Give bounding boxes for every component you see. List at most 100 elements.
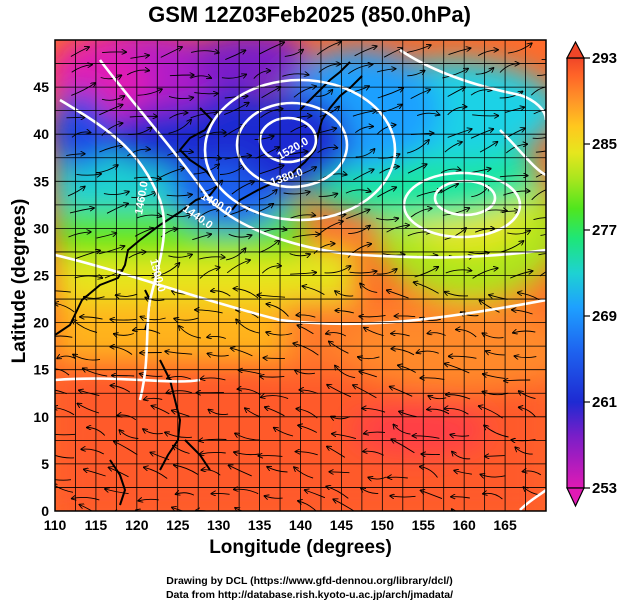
wind-streamline xyxy=(81,449,105,455)
wind-streamline xyxy=(160,229,177,238)
wind-streamline xyxy=(364,328,384,337)
wind-streamline xyxy=(201,378,226,380)
wind-streamline xyxy=(302,286,325,295)
wind-streamline xyxy=(84,469,106,477)
wind-streamline xyxy=(296,452,318,456)
wind-streamline xyxy=(130,55,149,59)
wind-streamline xyxy=(126,70,149,76)
wind-streamline xyxy=(376,269,397,275)
wind-streamline xyxy=(72,497,100,499)
wind-streamline xyxy=(500,241,523,253)
wind-streamline xyxy=(76,174,101,175)
wind-streamline xyxy=(513,331,536,333)
wind-streamline xyxy=(421,490,443,500)
wind-streamline xyxy=(387,290,409,299)
wind-streamline xyxy=(523,471,542,476)
wind-streamline xyxy=(505,107,525,113)
wind-streamline xyxy=(484,425,509,438)
wind-streamline xyxy=(345,190,371,194)
wind-streamline xyxy=(294,467,314,479)
wind-streamline xyxy=(446,395,471,400)
wind-streamline xyxy=(165,351,193,354)
x-tick-label: 130 xyxy=(207,517,231,533)
wind-streamline xyxy=(113,512,136,516)
wind-streamline xyxy=(296,315,316,317)
y-tick-label: 30 xyxy=(33,220,49,236)
x-tick-label: 135 xyxy=(248,517,272,533)
wind-streamline xyxy=(322,174,347,179)
wind-streamline xyxy=(456,329,477,338)
wind-streamline xyxy=(450,435,470,437)
wind-streamline xyxy=(485,456,505,457)
wind-streamline xyxy=(541,58,546,61)
wind-streamline xyxy=(231,348,253,357)
wind-streamline xyxy=(127,149,150,157)
wind-streamline xyxy=(114,441,138,456)
y-tick-label: 20 xyxy=(33,315,49,331)
wind-streamline xyxy=(480,300,500,313)
wind-streamline xyxy=(226,248,245,261)
wind-streamline xyxy=(211,291,231,297)
wind-streamline xyxy=(447,107,467,116)
wind-streamline xyxy=(192,234,211,241)
wind-streamline xyxy=(199,267,220,279)
wind-streamline xyxy=(55,433,76,436)
contour-label: 1460.0 xyxy=(133,180,151,215)
wind-streamline xyxy=(470,129,493,139)
wind-streamline xyxy=(399,411,417,418)
wind-streamline xyxy=(212,493,230,494)
wind-streamline xyxy=(159,168,184,178)
wind-streamline xyxy=(263,358,285,359)
wind-streamline xyxy=(499,92,523,99)
wind-streamline xyxy=(391,334,410,336)
wind-streamline xyxy=(55,454,75,459)
wind-streamline xyxy=(291,167,316,177)
wind-streamline xyxy=(317,147,338,154)
wind-streamline xyxy=(200,452,226,454)
x-tick-label: 140 xyxy=(289,517,313,533)
y-tick-label: 25 xyxy=(33,268,49,284)
wind-streamline xyxy=(69,208,94,214)
wind-streamline xyxy=(468,252,488,253)
wind-streamline xyxy=(377,88,403,99)
wind-streamline xyxy=(358,357,380,359)
wind-streamline xyxy=(118,415,137,421)
wind-streamline xyxy=(360,284,378,293)
wind-streamline xyxy=(410,90,430,99)
y-tick-label: 35 xyxy=(33,173,49,189)
wind-streamline xyxy=(315,90,332,97)
wind-streamline xyxy=(331,417,350,419)
wind-streamline xyxy=(167,151,193,156)
wind-streamline xyxy=(228,234,252,237)
wind-streamline xyxy=(144,467,168,479)
wind-streamline xyxy=(284,50,303,57)
wind-streamline xyxy=(448,48,471,56)
wind-streamline xyxy=(292,234,320,238)
wind-streamline xyxy=(421,454,440,455)
wind-streamline xyxy=(359,371,377,378)
wind-streamline xyxy=(112,376,135,377)
y-tick-label: 0 xyxy=(41,503,49,519)
wind-streamline xyxy=(260,376,285,377)
wind-streamline xyxy=(283,192,310,194)
wind-streamline xyxy=(168,96,193,98)
wind-streamline xyxy=(261,87,281,99)
wind-streamline xyxy=(293,343,319,356)
wind-streamline xyxy=(461,312,479,316)
wind-streamline xyxy=(110,319,137,320)
wind-streamline xyxy=(289,254,310,256)
wind-streamline xyxy=(346,210,369,220)
wind-streamline xyxy=(333,499,355,511)
colorbar-max-arrow xyxy=(566,40,585,59)
wind-streamline xyxy=(71,132,90,138)
wind-streamline xyxy=(537,74,546,76)
wind-streamline xyxy=(410,208,432,218)
wind-streamline xyxy=(80,317,103,319)
wind-streamline xyxy=(442,69,468,79)
wind-streamline xyxy=(440,184,459,194)
colorbar-tick-label: 285 xyxy=(592,136,617,153)
wind-streamline xyxy=(131,192,156,198)
wind-streamline xyxy=(353,385,377,399)
wind-streamline xyxy=(75,250,101,260)
wind-streamline xyxy=(234,452,260,455)
